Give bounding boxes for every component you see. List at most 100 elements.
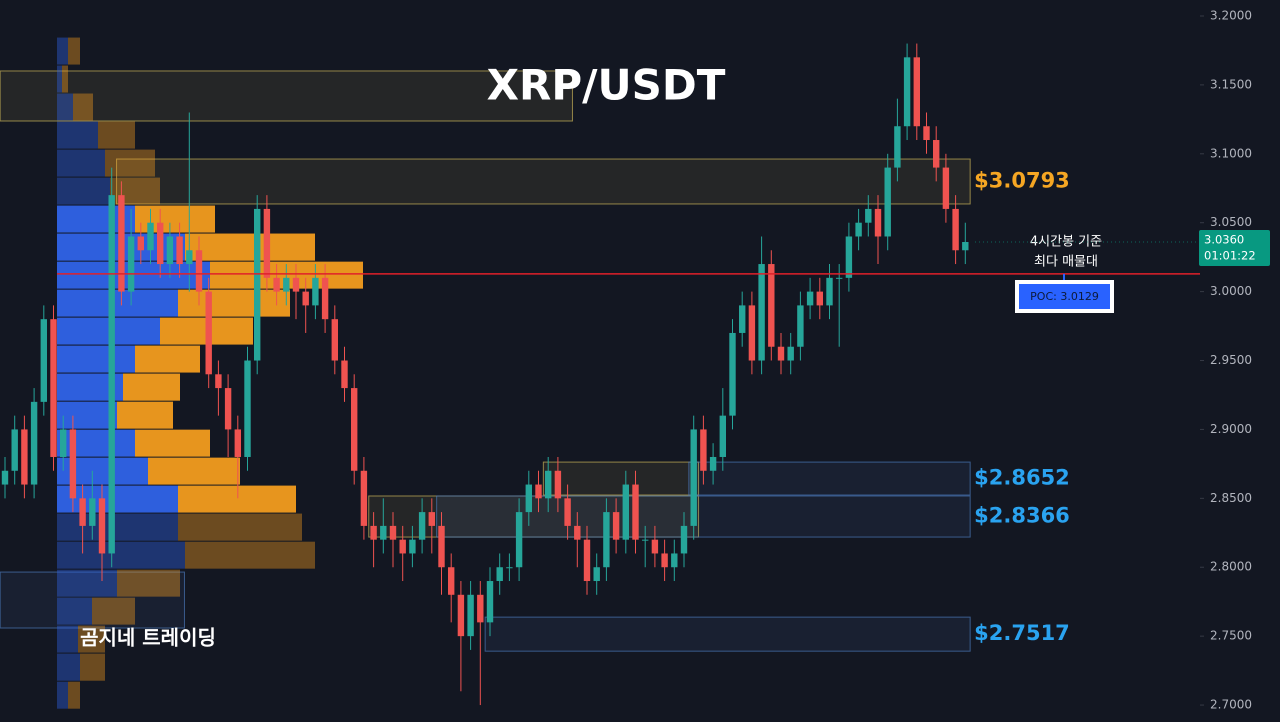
candle-body [845,236,853,278]
candle-body [962,241,969,251]
candle-body [467,594,474,637]
candle-body [923,126,930,141]
y-tick-label: 3.0000 [1210,284,1252,298]
y-tick-label: 3.0500 [1210,215,1252,229]
y-tick-label: 2.8500 [1210,491,1252,505]
candle-body [700,429,707,471]
candle-body [292,277,300,292]
candle-body [370,525,377,540]
candle-body [409,539,416,554]
zone [116,158,971,205]
candle-body [651,539,659,554]
zone [484,616,971,652]
candle-body [98,498,106,554]
profile-buy [57,149,105,177]
profile-buy [57,429,135,457]
profile-sell [135,345,200,373]
profile-sell [178,485,296,513]
profile-sell [68,37,80,65]
profile-buy [57,513,178,541]
candle-body [60,429,67,457]
candle-body [40,319,47,402]
countdown: 01:01:22 [1204,248,1256,262]
candle-body [748,305,756,361]
last-price-label: 3.0360 [1204,232,1244,246]
candle-body [777,346,785,361]
candle-body [118,195,125,292]
candle-body [351,388,358,471]
profile-sell [123,373,180,401]
profile-sell [178,289,290,317]
profile-sell [135,429,210,457]
candle-body [632,484,639,540]
candle-body [855,222,862,237]
candle-body [729,332,736,416]
candle-body [137,236,144,251]
candle-body [457,594,465,637]
candle-body [525,484,532,513]
poc-note: 최다 매물대 [1034,255,1098,270]
candle-body [477,594,484,623]
profile-buy [57,121,98,149]
poc-note: 4시간봉 기준 [1030,235,1102,250]
candle-body [438,525,445,568]
candle-body [273,277,280,292]
candle-body [254,208,261,361]
poc-box [1019,284,1110,309]
y-tick-label: 3.2000 [1210,8,1252,22]
candle-body [108,195,115,554]
poc-label: POC: 3.0129 [1030,290,1099,303]
candle-body [360,470,368,526]
candle-body [50,319,57,457]
profile-buy [57,541,185,569]
candle-body [496,567,503,582]
profile-buy [57,597,92,625]
y-tick-label: 3.1500 [1210,77,1252,91]
profile-sell [185,541,315,569]
candle-body [865,208,872,223]
candle-body [195,250,203,292]
candle-body [234,429,241,457]
candle-body [283,277,290,292]
profile-buy [57,485,178,513]
candle-body [719,415,726,457]
candle-body [612,512,620,540]
profile-buy [57,681,68,709]
y-tick-label: 2.9500 [1210,353,1252,367]
profile-sell [117,401,173,429]
last-price-box [1199,229,1270,266]
candle-body [418,512,426,540]
y-tick-label: 2.8000 [1210,560,1252,574]
candle-body [157,222,164,265]
candle-body [952,208,959,251]
candle-body [312,277,319,306]
profile-sell [135,205,215,233]
profile-sell [80,653,105,681]
zone [542,461,700,496]
candle-body [622,484,629,540]
zone [0,571,185,629]
profile-sell [148,457,240,485]
candle-body [680,525,688,554]
candle-body [321,277,329,320]
profile-buy [57,37,68,65]
candle-body [903,57,911,127]
zone [436,495,971,538]
candle-body [874,208,882,237]
candle-body [603,512,610,568]
candle-body [389,525,397,540]
profile-sell [68,681,80,709]
candle-body [826,277,833,306]
candle-body [186,250,193,265]
candle-body [554,470,562,499]
candle-body [205,291,212,375]
profile-sell [105,149,155,177]
candle-body [89,498,96,526]
candle-body [11,429,18,471]
candle-body [758,264,765,361]
profile-sell [73,93,93,121]
profile-buy [57,653,80,681]
candle-body [583,539,591,582]
zone [0,70,573,122]
zone-label: $2.8652 [974,466,1070,490]
